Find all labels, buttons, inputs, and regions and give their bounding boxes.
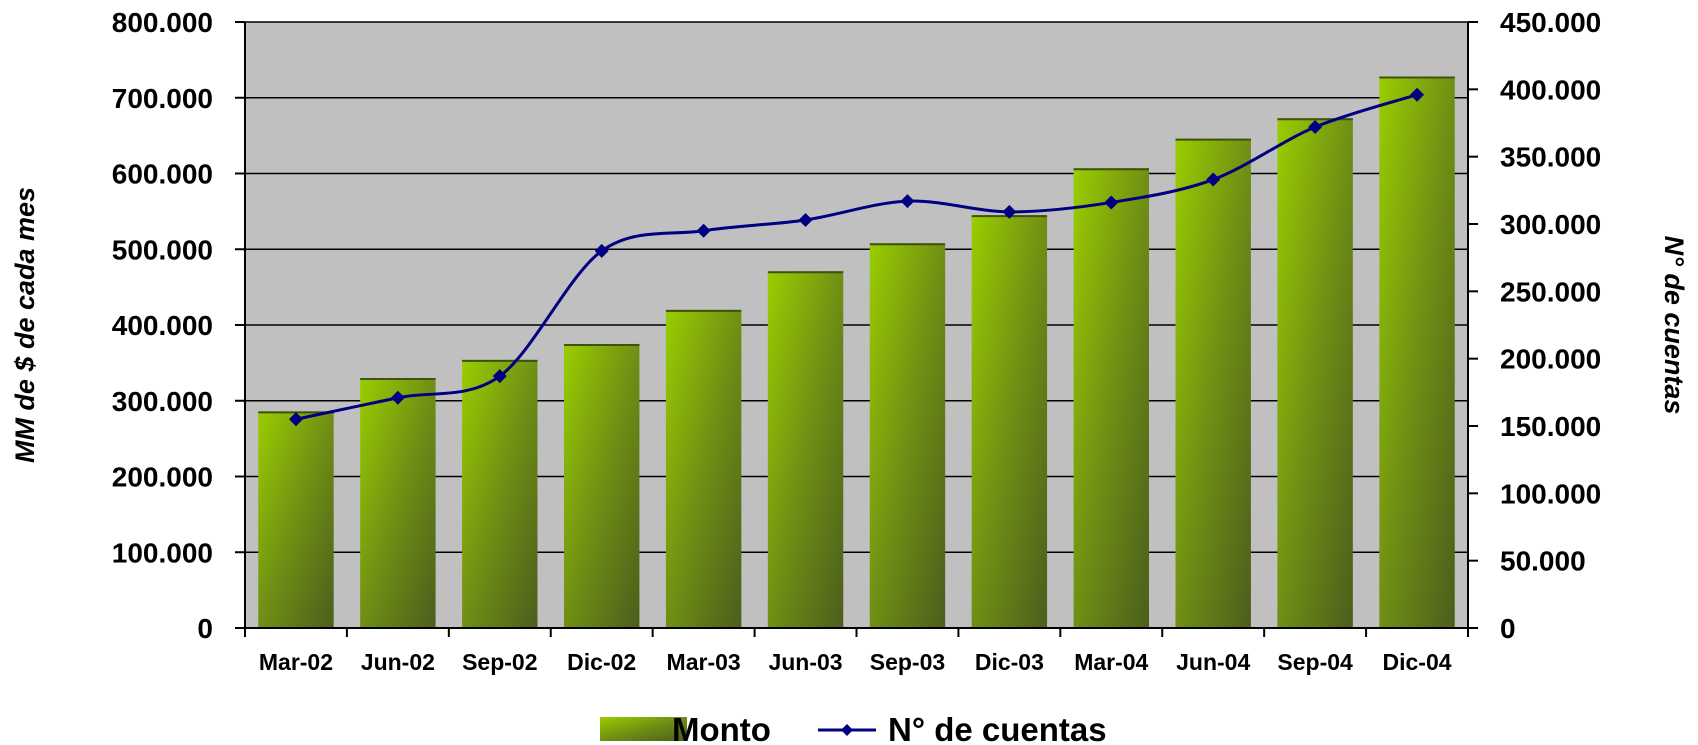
x-axis-tick-label: Jun-04 [1176, 649, 1250, 675]
line-point-cuentas [798, 212, 813, 227]
bar-monto [1175, 138, 1251, 628]
left-axis-tick-label: 600.000 [112, 159, 213, 190]
bar-monto [971, 215, 1048, 628]
legend-monto-swatch [600, 717, 687, 741]
x-axis-tick-labels: Mar-02 Jun-02 Sep-02 Dic-02 Mar-03 Jun-03 Sep-… [259, 649, 1452, 675]
left-axis-tick-label: 500.000 [112, 234, 213, 265]
x-axis-tick-label: Mar-04 [1074, 649, 1148, 675]
right-axis-tick-label: 150.000 [1500, 411, 1601, 442]
right-axis-tick-labels: 0 50.000 100.000 150.000 200.000 250.000 300.0… [1500, 7, 1601, 644]
right-axis-tick-label: 250.000 [1500, 276, 1601, 307]
right-axis-tick-label: 450.000 [1500, 7, 1601, 38]
bar-monto [360, 378, 436, 628]
line-point-cuentas [900, 194, 915, 209]
right-axis-tick-label: 300.000 [1500, 209, 1601, 240]
left-axis-tick-label: 200.000 [112, 462, 213, 493]
left-axis-tick-label: 0 [197, 613, 213, 644]
legend: Monto N° de cuentas [600, 711, 1107, 745]
bar-monto [869, 243, 946, 628]
right-axis-tick-label: 100.000 [1500, 478, 1601, 509]
x-axis-tick-label: Sep-02 [462, 649, 537, 675]
right-axis-tick-label: 350.000 [1500, 142, 1601, 173]
line-point-cuentas [594, 243, 609, 258]
right-axis-tick-label: 200.000 [1500, 344, 1601, 375]
left-axis-tick-label: 700.000 [112, 83, 213, 114]
line-point-cuentas [696, 223, 711, 238]
legend-cuentas-label: N° de cuentas [888, 711, 1107, 745]
bar-monto [1073, 168, 1150, 628]
x-axis-tick-label: Dic-02 [567, 649, 636, 675]
right-axis-tick-label: 50.000 [1500, 546, 1586, 577]
bar-monto [258, 411, 334, 628]
right-axis-title: N° de cuentas [1659, 236, 1689, 415]
bar-series [258, 76, 1455, 629]
line-cuentas [295, 93, 1418, 421]
x-axis-tick-label: Sep-03 [870, 649, 945, 675]
left-axis-tick-label: 100.000 [112, 537, 213, 568]
line-series [288, 87, 1425, 427]
left-axis-tick-label: 400.000 [112, 310, 213, 341]
left-axis-tick-label: 300.000 [112, 386, 213, 417]
line-point-cuentas [492, 369, 507, 384]
line-point-cuentas [1410, 87, 1425, 102]
left-axis-title: MM de $ de cada mes [10, 187, 40, 463]
line-point-cuentas [1002, 204, 1017, 219]
bar-monto [767, 271, 844, 628]
gridlines [245, 21, 1468, 553]
right-axis-tick-label: 400.000 [1500, 74, 1601, 105]
x-axis-tick-label: Mar-03 [667, 649, 741, 675]
x-axis-tick-label: Mar-02 [259, 649, 333, 675]
legend-monto-label: Monto [672, 711, 771, 745]
line-point-cuentas [1206, 172, 1221, 187]
bar-monto [1277, 118, 1353, 628]
bar-monto [563, 343, 640, 628]
right-axis-tick-label: 0 [1500, 613, 1516, 644]
line-point-cuentas [390, 390, 405, 405]
x-axis-tick-label: Dic-04 [1383, 649, 1452, 675]
line-point-cuentas [1308, 120, 1323, 135]
bar-monto [462, 359, 538, 628]
x-axis-tick-label: Dic-03 [975, 649, 1044, 675]
x-axis-tick-label: Jun-03 [768, 649, 842, 675]
left-axis-tick-label: 800.000 [112, 7, 213, 38]
x-axis-tick-label: Jun-02 [361, 649, 435, 675]
legend-cuentas-marker [841, 724, 853, 736]
axes [235, 21, 1478, 637]
x-axis-tick-label: Sep-04 [1277, 649, 1353, 675]
bar-monto [1379, 76, 1455, 629]
line-point-cuentas [288, 412, 303, 427]
bar-monto [665, 309, 742, 628]
line-point-cuentas [1104, 195, 1119, 210]
left-axis-tick-labels: 0 100.000 200.000 300.000 400.000 500.000 600.… [112, 7, 213, 644]
